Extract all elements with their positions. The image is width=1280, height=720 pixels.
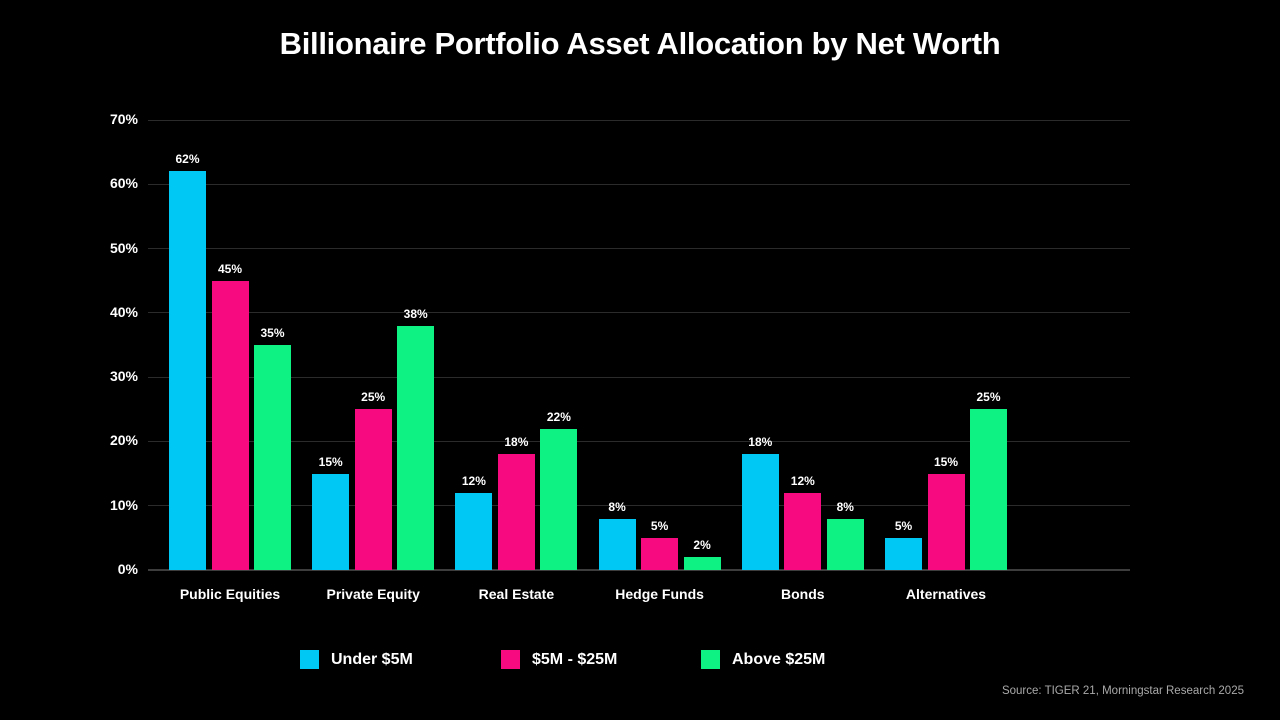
bar-public-equities-series-1 [211, 280, 249, 570]
category-label-bonds: Bonds [781, 586, 825, 602]
bar-private-equity-series-1 [354, 409, 392, 570]
y-tick-label-70: 70% [109, 111, 138, 127]
source-note: Source: TIGER 21, Morningstar Research 2… [1001, 685, 1244, 697]
bar-public-equities-series-0 [169, 171, 206, 570]
legend-label: Above $25M [732, 650, 826, 668]
plot-area: 62% 45% 35% 15% 25% 38% 12% 18% 22% 8% 5% 2% 18% 12% 8… [148, 119, 1130, 571]
bar-value-label: 25% [361, 390, 386, 405]
bar-value-label: 15% [318, 454, 343, 469]
legend-swatch-icon [701, 650, 720, 669]
category-label-private-equity: Private Equity [326, 586, 420, 602]
y-tick-label-30: 30% [109, 368, 138, 385]
y-tick-label-10: 10% [109, 496, 138, 513]
bar-real-estate-series-1 [497, 454, 535, 570]
legend-label: $5M - $25M [532, 650, 618, 668]
y-tick-label-60: 60% [109, 175, 138, 192]
bar-hedge-funds-series-1 [641, 537, 679, 570]
y-tick-label-50: 50% [109, 239, 138, 256]
bar-value-label: 15% [933, 454, 959, 469]
gridline-30 [148, 376, 1130, 378]
bar-hedge-funds-series-0 [598, 518, 636, 570]
y-tick-label-0: 0% [117, 561, 138, 577]
bar-value-label: 2% [693, 538, 711, 553]
y-tick-label-20: 20% [109, 432, 138, 449]
legend-swatch-icon [300, 650, 319, 669]
bar-value-label: 45% [217, 261, 243, 276]
gridline-40 [148, 312, 1130, 314]
bar-bonds-series-1 [784, 492, 822, 570]
category-label-real-estate: Real Estate [478, 586, 555, 602]
bar-value-label: 22% [546, 409, 571, 424]
bar-value-label: 38% [403, 306, 428, 321]
bar-value-label: 8% [836, 499, 854, 514]
bar-private-equity-series-0 [312, 473, 350, 570]
category-label-public-equities: Public Equities [179, 586, 281, 602]
legend-item-2: Above $25M [701, 650, 825, 669]
bar-public-equities-series-2 [254, 345, 291, 570]
bar-value-label: 35% [260, 326, 285, 340]
bar-value-label: 25% [976, 390, 1001, 405]
gridline-20 [148, 440, 1130, 442]
bar-value-label: 5% [650, 518, 669, 533]
bar-value-label: 12% [790, 473, 815, 488]
bar-private-equity-series-2 [397, 325, 435, 570]
bar-bonds-series-0 [741, 454, 779, 570]
bar-real-estate-series-0 [455, 492, 493, 570]
bar-alternatives-series-1 [927, 473, 965, 570]
bar-bonds-series-2 [826, 518, 864, 570]
bar-hedge-funds-series-2 [683, 557, 721, 570]
legend-item-1: $5M - $25M [501, 650, 617, 669]
chart-title: Billionaire Portfolio Asset Allocation b… [279, 26, 1001, 61]
legend-item-0: Under $5M [300, 650, 413, 669]
x-axis-baseline [148, 569, 1130, 571]
bar-value-label: 18% [748, 435, 773, 450]
bar-value-label: 8% [608, 499, 626, 514]
legend-swatch-icon [501, 650, 520, 669]
y-tick-label-40: 40% [109, 303, 138, 320]
bar-value-label: 5% [894, 518, 913, 533]
bar-alternatives-series-2 [970, 409, 1007, 570]
bar-value-label: 18% [504, 435, 529, 450]
gridline-50 [148, 248, 1130, 250]
category-label-alternatives: Alternatives [905, 586, 987, 602]
bar-real-estate-series-2 [540, 428, 578, 570]
gridline-60 [148, 183, 1130, 185]
category-label-hedge-funds: Hedge Funds [615, 586, 704, 602]
gridline-70 [148, 119, 1130, 121]
bar-alternatives-series-0 [885, 537, 922, 570]
gridline-10 [148, 505, 1130, 507]
bar-value-label: 62% [175, 152, 200, 167]
bar-value-label: 12% [461, 473, 486, 488]
legend-label: Under $5M [331, 650, 413, 668]
